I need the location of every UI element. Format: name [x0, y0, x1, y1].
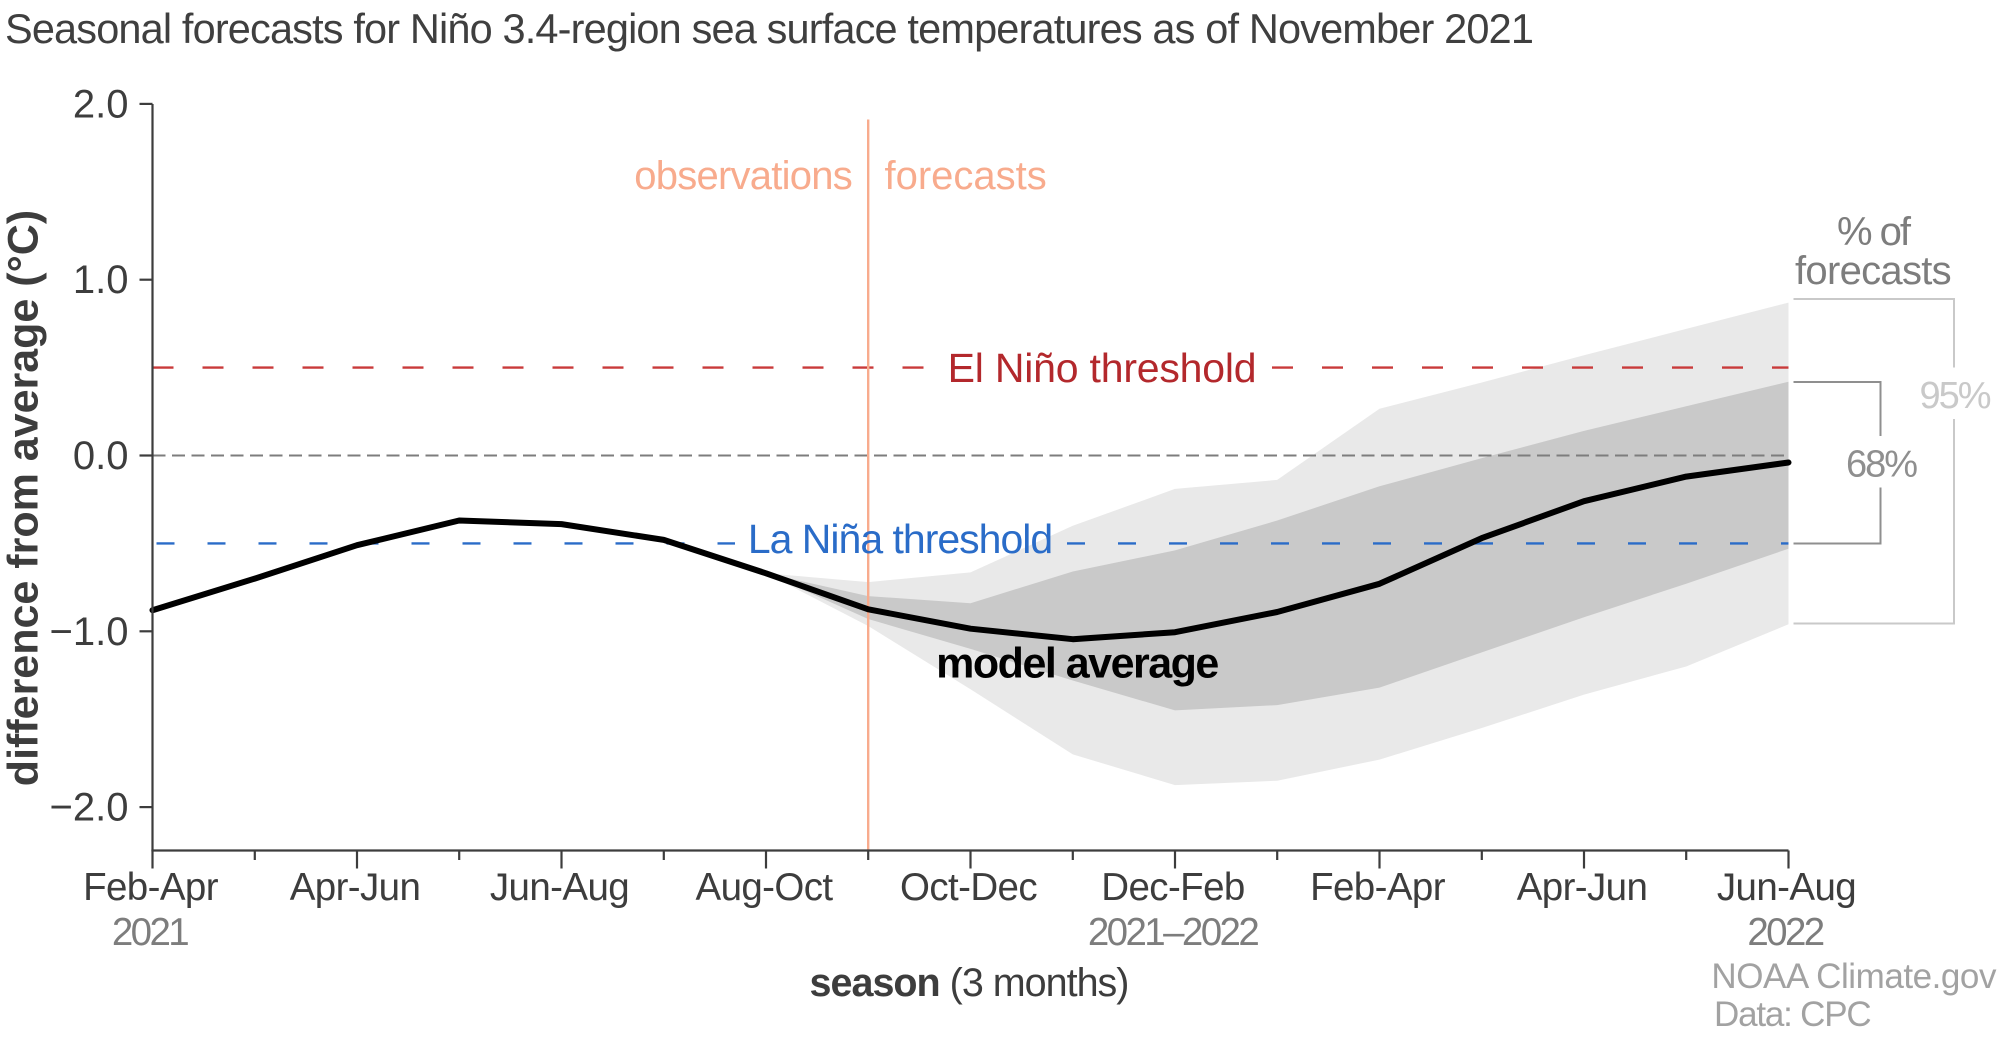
svg-text:Dec-Feb: Dec-Feb	[1101, 866, 1244, 909]
svg-text:Jun-Aug: Jun-Aug	[490, 866, 629, 909]
svg-text:Apr-Jun: Apr-Jun	[1517, 866, 1648, 909]
svg-text:forecasts: forecasts	[885, 154, 1047, 198]
svg-text:2021–2022: 2021–2022	[1088, 911, 1258, 954]
svg-text:0.0: 0.0	[73, 434, 129, 478]
svg-text:2021: 2021	[112, 911, 188, 954]
svg-text:La Niña threshold: La Niña threshold	[748, 516, 1052, 562]
svg-text:95%: 95%	[1919, 375, 1990, 417]
svg-text:1.0: 1.0	[73, 258, 129, 302]
svg-text:difference from average (°C): difference from average (°C)	[0, 210, 48, 786]
svg-text:Data: CPC: Data: CPC	[1714, 995, 1870, 1032]
svg-text:forecasts: forecasts	[1795, 249, 1951, 293]
svg-text:season (3 months): season (3 months)	[810, 961, 1129, 1005]
svg-text:Feb-Apr: Feb-Apr	[83, 866, 219, 909]
svg-text:−1.0: −1.0	[50, 610, 129, 654]
svg-text:Seasonal forecasts for Niño 3.: Seasonal forecasts for Niño 3.4-region s…	[5, 5, 1533, 52]
svg-text:% of: % of	[1837, 210, 1912, 254]
svg-text:Oct-Dec: Oct-Dec	[900, 866, 1037, 909]
svg-text:Jun-Aug: Jun-Aug	[1717, 866, 1856, 909]
svg-text:NOAA Climate.gov: NOAA Climate.gov	[1711, 957, 1997, 996]
svg-text:El Niño threshold: El Niño threshold	[948, 345, 1257, 391]
svg-text:−2.0: −2.0	[50, 786, 129, 830]
svg-text:2022: 2022	[1747, 911, 1823, 954]
svg-text:68%: 68%	[1846, 444, 1917, 486]
svg-text:Apr-Jun: Apr-Jun	[290, 866, 421, 909]
svg-text:observations: observations	[634, 154, 852, 198]
svg-text:Aug-Oct: Aug-Oct	[695, 866, 833, 909]
svg-text:Feb-Apr: Feb-Apr	[1310, 866, 1446, 909]
svg-text:2.0: 2.0	[73, 82, 129, 126]
svg-text:model average: model average	[936, 640, 1218, 688]
